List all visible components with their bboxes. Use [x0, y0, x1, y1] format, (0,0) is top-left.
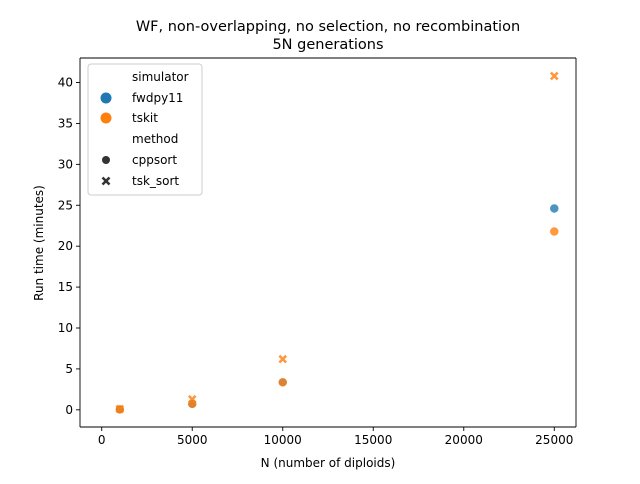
data-points	[114, 71, 560, 415]
x-tick-label: 0	[98, 433, 106, 447]
legend-label-fwdpy11: fwdpy11	[132, 91, 183, 105]
data-point-tskit-cppsort	[277, 377, 288, 388]
legend-marker-fwdpy11	[100, 92, 112, 104]
y-tick-label: 25	[58, 198, 73, 212]
y-tick-label: 40	[58, 76, 73, 90]
axes	[79, 57, 577, 428]
y-ticks: 0 5 10 15 20 25 30 35 40	[58, 76, 80, 417]
legend: simulator fwdpy11 tskit method cppsort t…	[87, 63, 203, 196]
y-axis-label: Run time (minutes)	[32, 185, 46, 301]
data-point-tskit-tsk-sort	[549, 71, 559, 81]
y-tick-label: 15	[58, 280, 73, 294]
x-axis-label: N (number of diploids)	[261, 456, 396, 470]
y-tick-label: 10	[58, 321, 73, 335]
legend-marker-tskit	[100, 112, 112, 124]
x-tick-label: 15000	[354, 433, 392, 447]
y-tick-label: 0	[65, 403, 73, 417]
legend-marker-cppsort	[102, 156, 110, 164]
legend-label-tsk-sort: tsk_sort	[132, 174, 179, 188]
x-tick-label: 10000	[264, 433, 302, 447]
x-tick-label: 25000	[535, 433, 573, 447]
legend-label-tskit: tskit	[132, 111, 158, 125]
legend-title-simulator: simulator	[132, 70, 189, 84]
legend-label-cppsort: cppsort	[132, 153, 177, 167]
x-tick-label: 20000	[445, 433, 483, 447]
x-ticks: 0 5000 10000 15000 20000 25000	[98, 427, 573, 447]
data-point-tskit-tsk-sort	[278, 354, 288, 364]
y-tick-label: 30	[58, 157, 73, 171]
chart-subtitle: 5N generations	[272, 37, 383, 53]
y-tick-label: 20	[58, 239, 73, 253]
x-tick-label: 5000	[177, 433, 208, 447]
data-point-tskit-tsk-sort	[115, 404, 125, 414]
legend-box	[87, 63, 203, 196]
data-point-fwdpy11-cppsort	[549, 203, 560, 214]
y-tick-label: 35	[58, 116, 73, 130]
data-point-tskit-tsk-sort	[187, 394, 197, 404]
data-point-tskit-cppsort	[549, 226, 560, 237]
legend-title-method: method	[132, 132, 178, 146]
y-tick-label: 5	[65, 362, 73, 376]
legend-marker-tsk-sort	[101, 176, 111, 186]
chart-title: WF, non-overlapping, no selection, no re…	[136, 19, 520, 35]
